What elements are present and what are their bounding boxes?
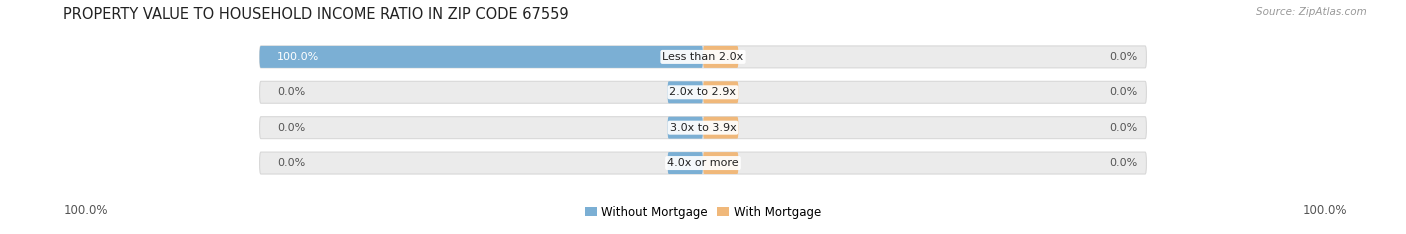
Text: 0.0%: 0.0%	[1109, 87, 1137, 97]
FancyBboxPatch shape	[260, 152, 1146, 174]
Text: 4.0x or more: 4.0x or more	[668, 158, 738, 168]
Text: 100.0%: 100.0%	[1302, 204, 1347, 217]
FancyBboxPatch shape	[703, 81, 738, 103]
FancyBboxPatch shape	[260, 46, 1146, 68]
FancyBboxPatch shape	[703, 152, 738, 174]
Text: 0.0%: 0.0%	[277, 158, 305, 168]
FancyBboxPatch shape	[260, 81, 1146, 103]
Text: 0.0%: 0.0%	[277, 123, 305, 133]
Text: 0.0%: 0.0%	[1109, 52, 1137, 62]
Text: Less than 2.0x: Less than 2.0x	[662, 52, 744, 62]
FancyBboxPatch shape	[668, 117, 703, 139]
Legend: Without Mortgage, With Mortgage: Without Mortgage, With Mortgage	[581, 201, 825, 223]
FancyBboxPatch shape	[703, 117, 738, 139]
FancyBboxPatch shape	[703, 46, 738, 68]
FancyBboxPatch shape	[260, 117, 1146, 139]
Text: 100.0%: 100.0%	[277, 52, 319, 62]
Text: 100.0%: 100.0%	[63, 204, 108, 217]
Text: 0.0%: 0.0%	[1109, 158, 1137, 168]
Text: 0.0%: 0.0%	[1109, 123, 1137, 133]
FancyBboxPatch shape	[260, 46, 703, 68]
Text: Source: ZipAtlas.com: Source: ZipAtlas.com	[1256, 7, 1367, 17]
Text: 2.0x to 2.9x: 2.0x to 2.9x	[669, 87, 737, 97]
Text: PROPERTY VALUE TO HOUSEHOLD INCOME RATIO IN ZIP CODE 67559: PROPERTY VALUE TO HOUSEHOLD INCOME RATIO…	[63, 7, 569, 22]
FancyBboxPatch shape	[668, 152, 703, 174]
Text: 3.0x to 3.9x: 3.0x to 3.9x	[669, 123, 737, 133]
Text: 0.0%: 0.0%	[277, 87, 305, 97]
FancyBboxPatch shape	[668, 81, 703, 103]
